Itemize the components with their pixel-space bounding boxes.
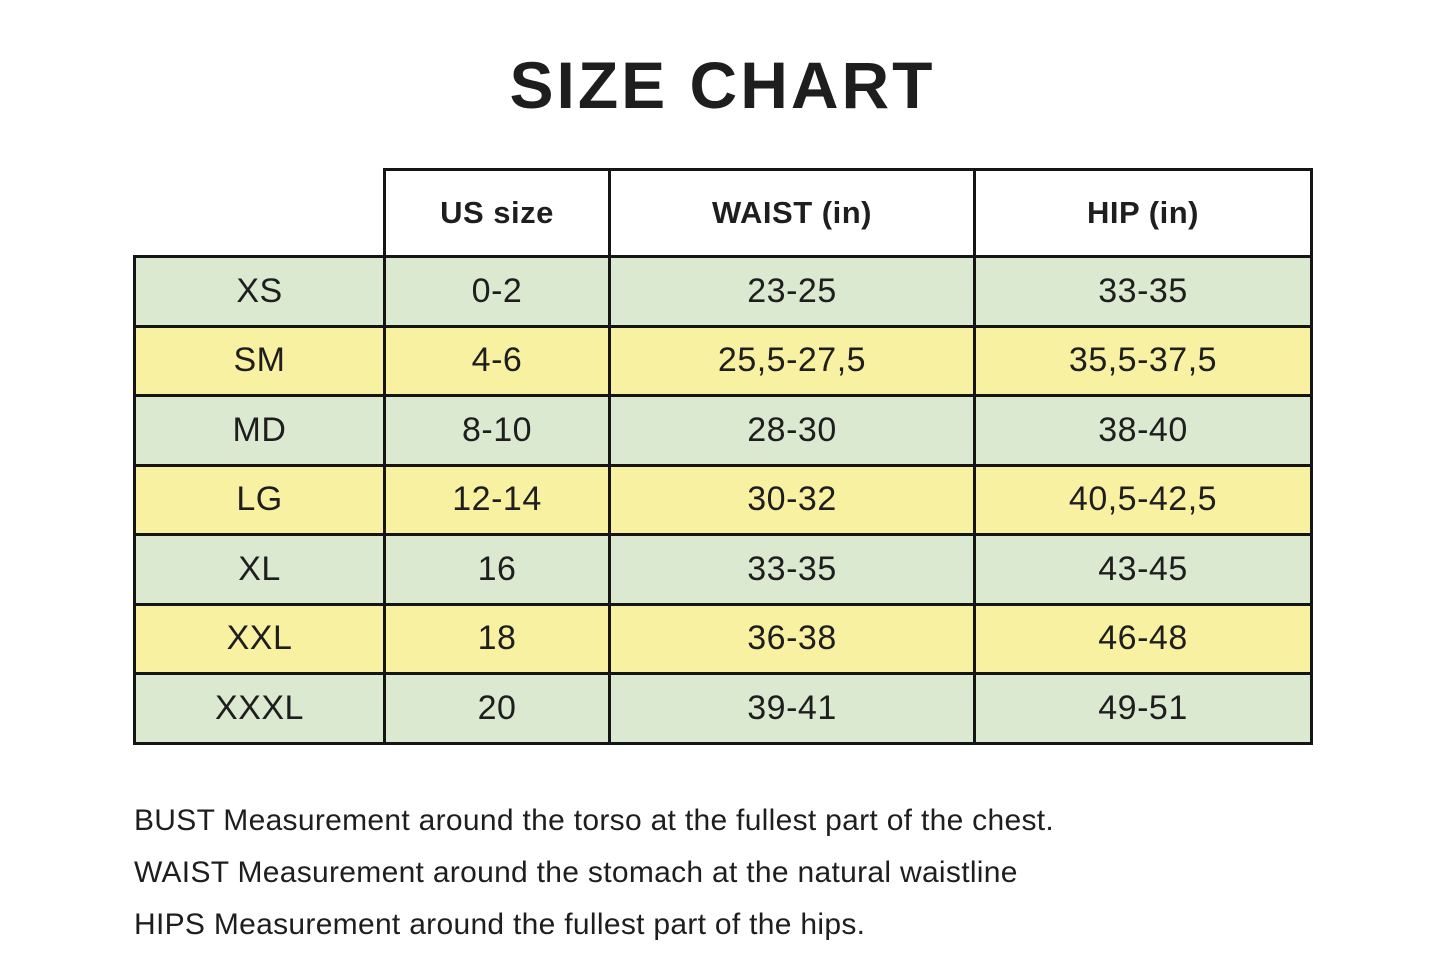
- size-cell: MD: [133, 394, 386, 467]
- table-header: US size WAIST (in) HIP (in): [135, 168, 1313, 258]
- size-cell: XXL: [133, 602, 386, 675]
- size-cell: XXXL: [133, 672, 386, 745]
- hip-cell: 33-35: [973, 255, 1313, 328]
- hip-cell: 38-40: [973, 394, 1313, 467]
- waist-cell: 28-30: [608, 394, 976, 467]
- table-row-sm: SM 4-6 25,5-27,5 35,5-37,5: [133, 324, 1313, 397]
- header-row: US size WAIST (in) HIP (in): [135, 168, 1313, 258]
- column-header-hip: HIP (in): [973, 168, 1313, 258]
- measurement-notes: BUST Measurement around the torso at the…: [134, 795, 1334, 952]
- waist-cell: 33-35: [608, 533, 976, 606]
- size-cell: LG: [133, 463, 386, 536]
- hip-cell: 46-48: [973, 602, 1313, 675]
- waist-note: WAIST Measurement around the stomach at …: [134, 856, 1018, 890]
- us-size-cell: 0-2: [383, 255, 611, 328]
- us-size-cell: 16: [383, 533, 611, 606]
- table-row-lg: LG 12-14 30-32 40,5-42,5: [133, 463, 1313, 536]
- hips-note: HIPS Measurement around the fullest part…: [134, 908, 866, 942]
- us-size-cell: 12-14: [383, 463, 611, 536]
- hip-cell: 35,5-37,5: [973, 324, 1313, 397]
- waist-cell: 36-38: [608, 602, 976, 675]
- table-row-md: MD 8-10 28-30 38-40: [133, 394, 1313, 467]
- column-header-waist: WAIST (in): [608, 168, 976, 258]
- table-row-xxl: XXL 18 36-38 46-48: [133, 602, 1313, 675]
- table-row-xs: XS 0-2 23-25 33-35: [133, 255, 1313, 328]
- hip-cell: 49-51: [973, 672, 1313, 745]
- waist-cell: 23-25: [608, 255, 976, 328]
- size-chart-table: US size WAIST (in) HIP (in) XS 0-2 23-25…: [133, 168, 1313, 745]
- hip-cell: 43-45: [973, 533, 1313, 606]
- bust-note: BUST Measurement around the torso at the…: [134, 804, 1055, 837]
- empty-corner-cell: [135, 170, 385, 257]
- table-row-xl: XL 16 33-35 43-45: [133, 533, 1313, 606]
- table-row-xxxl: XXXL 20 39-41 49-51: [133, 672, 1313, 745]
- size-cell: SM: [133, 324, 386, 397]
- size-cell: XS: [133, 255, 386, 328]
- size-cell: XL: [133, 533, 386, 606]
- page-title: SIZE CHART: [509, 48, 936, 122]
- us-size-cell: 8-10: [383, 394, 611, 467]
- us-size-cell: 20: [383, 672, 611, 745]
- hip-cell: 40,5-42,5: [973, 463, 1313, 536]
- column-header-us-size: US size: [383, 168, 611, 258]
- us-size-cell: 4-6: [383, 324, 611, 397]
- us-size-cell: 18: [383, 602, 611, 675]
- waist-cell: 30-32: [608, 463, 976, 536]
- waist-cell: 39-41: [608, 672, 976, 745]
- waist-cell: 25,5-27,5: [608, 324, 976, 397]
